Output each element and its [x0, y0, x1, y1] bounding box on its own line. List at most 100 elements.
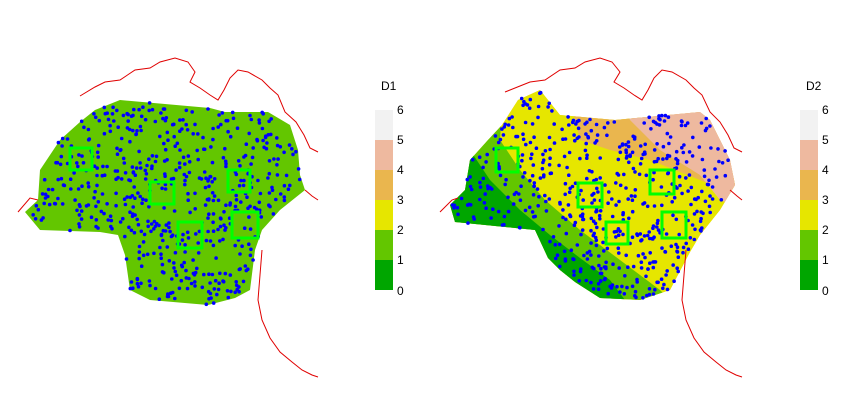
sample-point	[688, 236, 693, 240]
sample-point	[498, 173, 503, 178]
sample-point	[55, 160, 60, 165]
sample-point	[159, 256, 163, 261]
sample-point	[604, 266, 608, 271]
sample-point	[681, 150, 686, 155]
sample-point	[182, 172, 187, 177]
sample-point	[160, 262, 165, 267]
sample-point	[221, 155, 226, 160]
d2-sample-box	[648, 168, 676, 196]
sample-point	[172, 261, 176, 265]
sample-point	[184, 276, 189, 280]
sample-point	[110, 112, 115, 116]
sample-point	[585, 156, 589, 160]
sample-point	[630, 198, 635, 202]
sample-point	[180, 127, 184, 131]
sample-point	[672, 279, 676, 284]
sample-point	[541, 227, 545, 232]
sample-point	[665, 269, 669, 273]
sample-point	[188, 210, 192, 215]
legend-swatch-0-1	[800, 260, 818, 290]
sample-point	[186, 154, 191, 158]
sample-point	[233, 204, 238, 209]
sample-point	[680, 120, 684, 124]
sample-point	[520, 158, 524, 163]
sample-point	[602, 125, 607, 130]
sample-point	[159, 252, 163, 256]
legend-swatch-5-6	[375, 110, 393, 140]
sample-point	[483, 192, 488, 196]
sample-point	[135, 217, 139, 222]
sample-point	[109, 218, 114, 223]
sample-point	[544, 199, 548, 204]
sample-point	[671, 263, 675, 267]
sample-point	[635, 277, 639, 282]
sample-point	[170, 290, 175, 295]
sample-point	[103, 111, 108, 116]
sample-point	[160, 270, 165, 274]
sample-point	[75, 161, 79, 165]
sample-point	[634, 295, 638, 300]
sample-point	[651, 226, 655, 230]
sample-point	[244, 142, 249, 146]
sample-point	[263, 135, 268, 140]
sample-point	[595, 186, 599, 191]
sample-point	[642, 150, 647, 154]
sample-point	[256, 178, 260, 183]
sample-point	[521, 175, 525, 179]
sample-point	[590, 201, 594, 205]
d2-sample-box	[576, 181, 604, 209]
sample-point	[592, 191, 596, 196]
sample-point	[630, 209, 635, 214]
legend-d1-ticks: 6 5 4 3 2 1 0	[397, 103, 404, 298]
sample-point	[112, 119, 116, 123]
sample-point	[675, 245, 680, 249]
sample-point	[630, 284, 635, 289]
sample-point	[540, 166, 545, 171]
sample-point	[579, 267, 583, 271]
sample-point	[234, 280, 238, 284]
d2-sample-box	[660, 210, 688, 240]
sample-point	[173, 250, 178, 255]
legend-d2-ticks: 6 5 4 3 2 1 0	[822, 103, 829, 298]
sample-point	[708, 124, 712, 128]
sample-point	[620, 284, 624, 289]
sample-point	[616, 227, 621, 231]
sample-point	[128, 195, 133, 200]
sample-point	[153, 119, 158, 124]
sample-point	[503, 122, 508, 127]
sample-point	[41, 216, 45, 220]
sample-point	[95, 166, 99, 170]
sample-point	[576, 126, 581, 131]
sample-point	[530, 173, 535, 178]
sample-point	[164, 223, 169, 227]
sample-point	[183, 178, 187, 183]
sample-point	[92, 196, 96, 200]
sample-point	[689, 202, 693, 207]
sample-point	[115, 146, 119, 151]
sample-point	[547, 135, 552, 140]
sample-point	[530, 152, 534, 156]
sample-point	[149, 229, 153, 234]
sample-point	[127, 225, 131, 230]
sample-point	[144, 198, 148, 202]
sample-point	[138, 124, 143, 129]
sample-point	[58, 162, 63, 167]
sample-point	[638, 162, 643, 166]
sample-point	[184, 268, 188, 273]
sample-point	[655, 225, 659, 229]
sample-point	[571, 257, 575, 261]
sample-point	[583, 148, 588, 153]
sample-point	[610, 214, 615, 219]
sample-point	[648, 251, 652, 255]
sample-point	[242, 226, 247, 230]
sample-point	[660, 203, 664, 208]
sample-point	[75, 208, 79, 213]
sample-point	[593, 221, 598, 226]
sample-point	[674, 217, 679, 222]
sample-point	[716, 147, 720, 151]
legend-d1-tick: 2	[397, 223, 404, 237]
legend-d2-title: D2	[806, 79, 822, 93]
sample-point	[143, 117, 148, 122]
sample-point	[186, 191, 190, 196]
sample-point	[630, 150, 635, 155]
